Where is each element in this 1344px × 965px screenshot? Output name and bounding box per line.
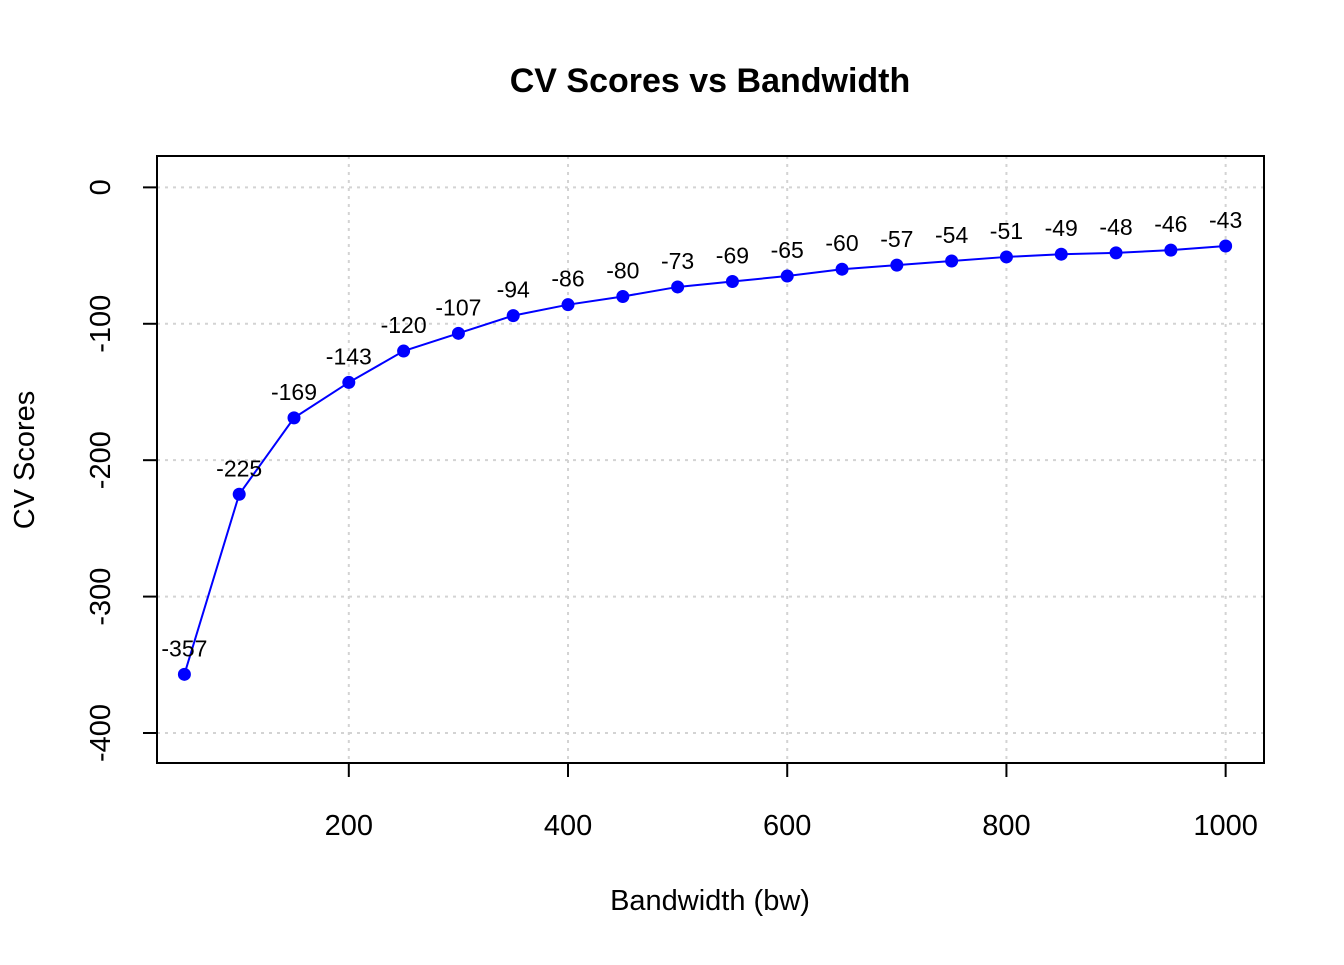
data-point: [616, 289, 630, 303]
series-line-path: [183, 245, 1226, 675]
data-point: [945, 254, 959, 268]
data-point: [397, 344, 411, 358]
grid: [157, 156, 1264, 763]
y-tick-label: -200: [85, 431, 117, 489]
data-point: [780, 269, 794, 283]
data-label: -65: [771, 237, 804, 263]
y-tick-label: -400: [85, 704, 117, 762]
data-point: [451, 326, 465, 340]
x-tick-label: 1000: [1193, 810, 1258, 842]
data-label: -80: [606, 257, 639, 283]
y-tick-label: -100: [85, 295, 117, 353]
data-label: -86: [551, 266, 584, 292]
data-label: -225: [216, 455, 262, 481]
data-label: -49: [1045, 215, 1078, 241]
data-point: [1054, 247, 1068, 261]
data-point: [725, 274, 739, 288]
x-tick-label: 400: [544, 810, 592, 842]
data-label: -57: [880, 226, 913, 252]
data-label: -357: [161, 635, 207, 661]
data-point: [890, 258, 904, 272]
x-tick-label: 200: [325, 810, 373, 842]
data-label: -69: [716, 242, 749, 268]
data-point: [177, 667, 191, 681]
data-point: [1164, 243, 1178, 257]
data-point: [835, 262, 849, 276]
data-label: -143: [326, 343, 372, 369]
data-point: [342, 375, 356, 389]
data-label: -94: [497, 277, 530, 303]
data-label: -169: [271, 379, 317, 405]
x-tick-label: 600: [763, 810, 811, 842]
data-point: [671, 280, 685, 294]
data-point: [232, 487, 246, 501]
data-label: -43: [1209, 207, 1242, 233]
chart-title: CV Scores vs Bandwidth: [510, 62, 911, 100]
x-axis: 200 400 600 800 1000: [325, 763, 1258, 842]
y-axis: 0 -100 -200 -300 -400: [85, 179, 157, 762]
data-point: [1109, 246, 1123, 260]
y-tick-label: 0: [85, 179, 117, 195]
data-point: [561, 298, 575, 312]
data-point: [287, 411, 301, 425]
data-label: -60: [825, 230, 858, 256]
x-axis-label: Bandwidth (bw): [610, 885, 810, 917]
data-label: -107: [435, 294, 481, 320]
series-line: [177, 239, 1233, 681]
y-tick-label: -300: [85, 568, 117, 626]
data-labels: -357-225-169-143-120-107-94 -86 -80 -73 -69-…: [161, 207, 1242, 661]
data-label: -54: [935, 222, 968, 248]
x-tick-label: 800: [982, 810, 1030, 842]
data-label: -46: [1154, 211, 1187, 237]
data-label: -51: [990, 218, 1023, 244]
data-label: -120: [381, 312, 427, 338]
data-label: -48: [1099, 214, 1132, 240]
data-point: [1219, 239, 1233, 253]
y-axis-label: CV Scores: [9, 391, 41, 530]
data-point: [506, 309, 520, 323]
data-label: -73: [661, 248, 694, 274]
data-point: [999, 250, 1013, 264]
